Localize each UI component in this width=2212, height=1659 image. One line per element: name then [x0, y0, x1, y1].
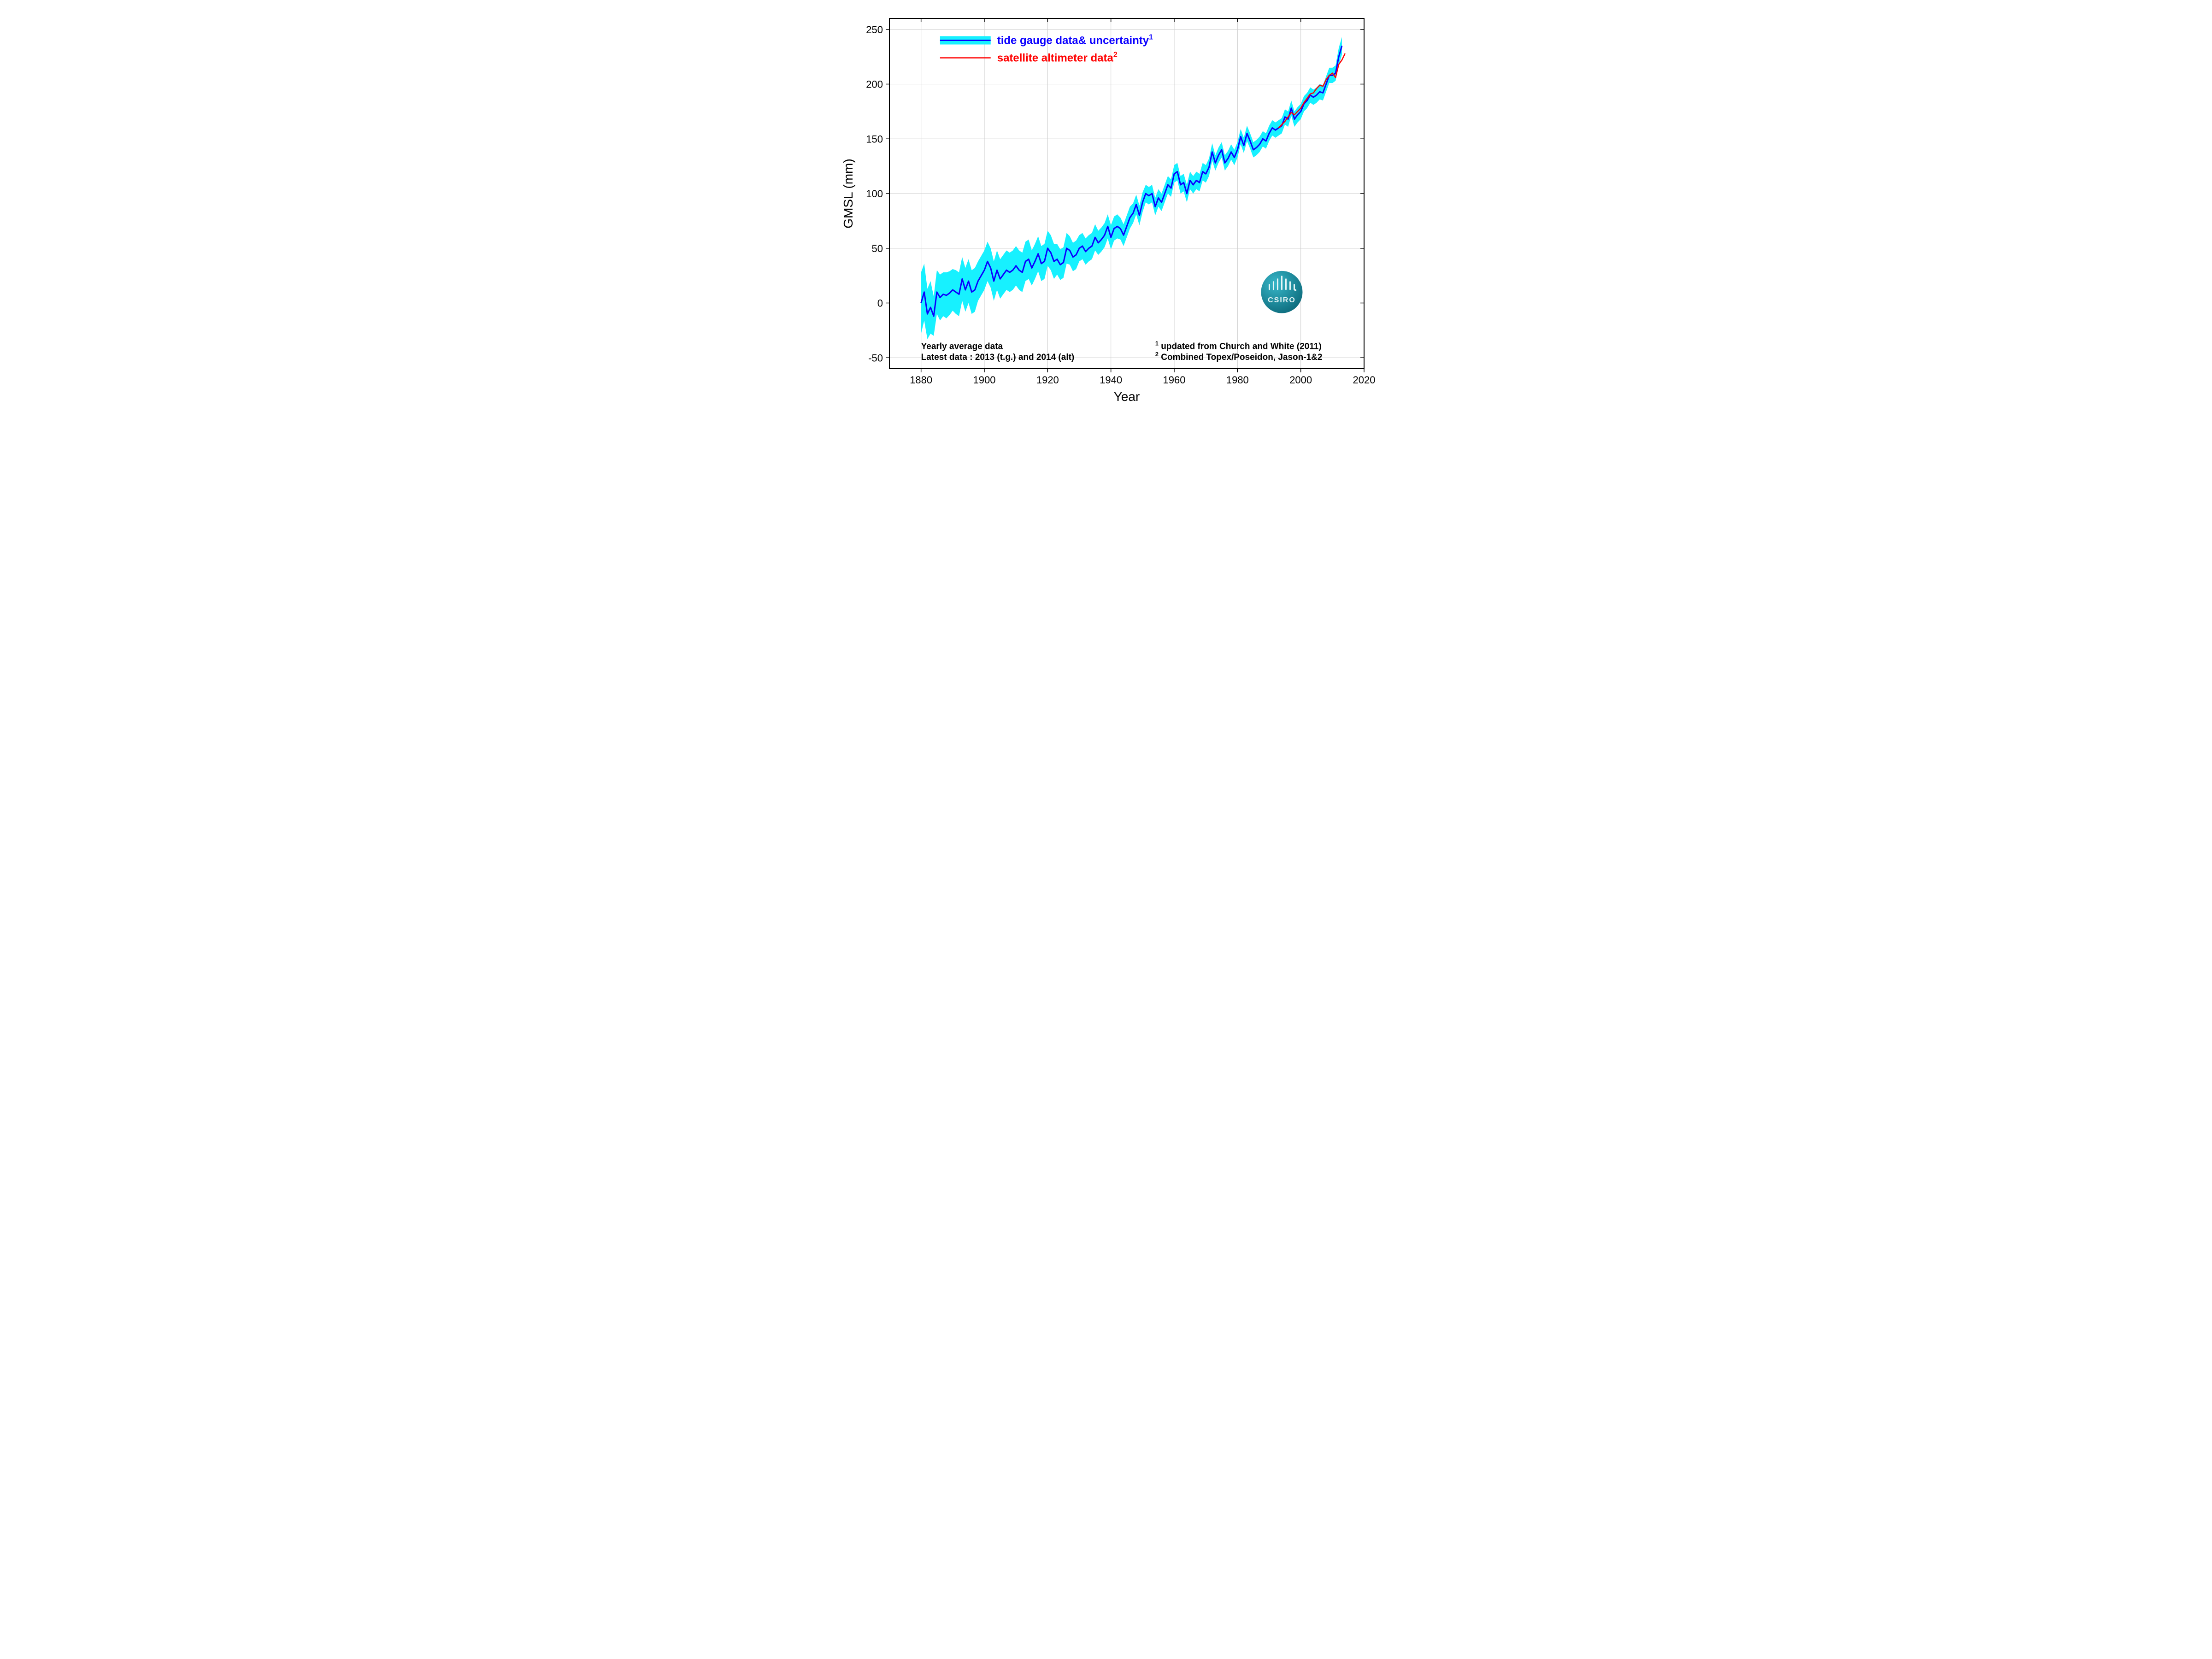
y-tick-label: 150	[866, 133, 883, 145]
legend-sat-label: satellite altimeter data2	[997, 51, 1118, 65]
chart-svg: 1880 1900 1920 1940 1960 1980 2000 2020 -50 0 50 10…	[830, 0, 1382, 415]
x-tick-label: 2000	[1289, 374, 1312, 386]
footnote: 2 Combined Topex/Poseidon, Jason-1&2	[1155, 351, 1323, 362]
csiro-text: CSIRO	[1268, 296, 1296, 304]
x-tick-label: 1880	[910, 374, 932, 386]
note-yearly: Yearly average data	[921, 341, 1003, 351]
x-tick-label: 1980	[1226, 374, 1249, 386]
legend-tide-label: tide gauge data& uncertainty1	[997, 34, 1153, 47]
gmsl-chart: 1880 1900 1920 1940 1960 1980 2000 2020 -50 0 50 10…	[830, 0, 1382, 415]
y-tick-label: 100	[866, 188, 883, 200]
y-tick-label: -50	[868, 352, 883, 364]
csiro-logo: CSIRO	[1261, 271, 1302, 313]
x-tick-label: 2020	[1353, 374, 1376, 386]
x-tick-label: 1920	[1036, 374, 1059, 386]
x-axis-label: Year	[1114, 389, 1140, 404]
y-tick-label: 200	[866, 79, 883, 90]
y-axis-label: GMSL (mm)	[841, 159, 855, 228]
y-tick-label: 0	[877, 298, 883, 309]
y-tick-label: 250	[866, 24, 883, 35]
y-tick-label: 50	[872, 243, 883, 254]
x-tick-label: 1960	[1163, 374, 1186, 386]
x-tick-label: 1900	[973, 374, 996, 386]
x-tick-label: 1940	[1100, 374, 1122, 386]
note-latest: Latest data : 2013 (t.g.) and 2014 (alt)	[921, 353, 1075, 362]
footnote: 1 updated from Church and White (2011)	[1155, 340, 1322, 351]
